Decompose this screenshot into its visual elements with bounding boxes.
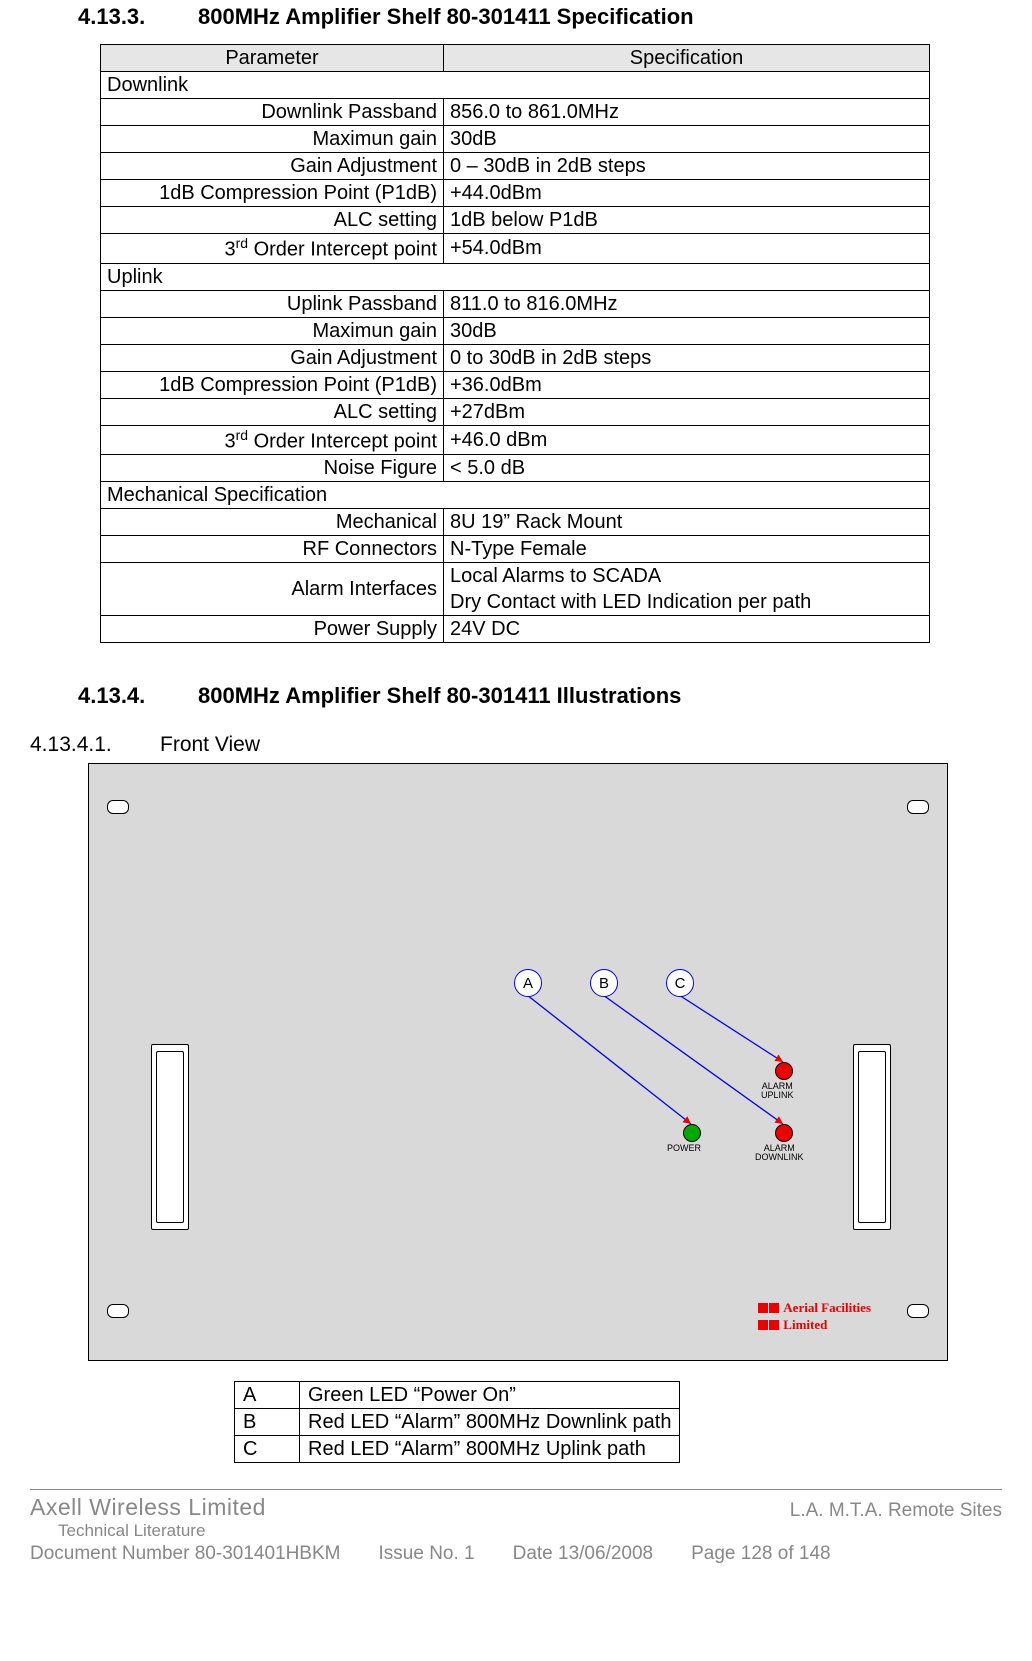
led-alarm_uplink — [775, 1062, 793, 1080]
spec-param: Gain Adjustment — [101, 344, 444, 371]
spec-section: Mechanical Specification — [101, 482, 930, 509]
spec-param: Maximun gain — [101, 126, 444, 153]
legend-desc: Red LED “Alarm” 800MHz Downlink path — [300, 1409, 680, 1436]
spec-param: 3rd Order Intercept point — [101, 234, 444, 264]
mount-hole — [107, 1304, 129, 1318]
logo-line1: Aerial Facilities — [783, 1300, 871, 1315]
footer-project: L.A. M.T.A. Remote Sites — [790, 1500, 1002, 1522]
footer-docnum: Document Number 80-301401HBKM — [30, 1543, 341, 1565]
spec-param: Gain Adjustment — [101, 153, 444, 180]
spec-param: 1dB Compression Point (P1dB) — [101, 180, 444, 207]
spec-value: +27dBm — [444, 398, 930, 425]
spec-header-param: Parameter — [101, 45, 444, 72]
spec-param: Mechanical — [101, 509, 444, 536]
spec-value: 30dB — [444, 126, 930, 153]
spec-param: ALC setting — [101, 398, 444, 425]
spec-value: 8U 19” Rack Mount — [444, 509, 930, 536]
spec-value: N-Type Female — [444, 536, 930, 563]
spec-value: < 5.0 dB — [444, 455, 930, 482]
spec-param: Alarm Interfaces — [101, 563, 444, 616]
spec-param: Maximun gain — [101, 317, 444, 344]
legend-key: B — [235, 1409, 300, 1436]
led-label: POWER — [667, 1144, 701, 1153]
spec-table: Parameter Specification DownlinkDownlink… — [100, 44, 930, 643]
spec-value: 24V DC — [444, 616, 930, 643]
spec-value: 0 to 30dB in 2dB steps — [444, 344, 930, 371]
mount-hole — [107, 800, 129, 814]
heading-illus-num: 4.13.4. — [78, 683, 198, 709]
spec-section: Uplink — [101, 263, 930, 290]
legend-key: A — [235, 1382, 300, 1409]
led-alarm_downlink — [775, 1124, 793, 1142]
heading-illus-title: 800MHz Amplifier Shelf 80-301411 Illustr… — [198, 683, 681, 708]
mount-hole — [907, 800, 929, 814]
footer-line2: Document Number 80-301401HBKM Issue No. … — [30, 1543, 1002, 1565]
callout-B: B — [590, 969, 618, 997]
spec-param: Uplink Passband — [101, 290, 444, 317]
subheading-frontview-title: Front View — [160, 733, 260, 756]
spec-value: Local Alarms to SCADADry Contact with LE… — [444, 563, 930, 616]
led-power — [683, 1124, 701, 1142]
spec-param: 3rd Order Intercept point — [101, 425, 444, 455]
spec-section: Downlink — [101, 72, 930, 99]
legend-desc: Red LED “Alarm” 800MHz Uplink path — [300, 1436, 680, 1463]
logo-line2: Limited — [783, 1317, 827, 1332]
spec-value: +36.0dBm — [444, 371, 930, 398]
spec-param: Noise Figure — [101, 455, 444, 482]
heading-illus: 4.13.4.800MHz Amplifier Shelf 80-301411 … — [78, 683, 1002, 709]
footer-company: Axell Wireless Limited — [30, 1494, 266, 1521]
spec-param: Power Supply — [101, 616, 444, 643]
footer-page: Page 128 of 148 — [691, 1543, 830, 1565]
footer-issue: Issue No. 1 — [379, 1543, 475, 1565]
legend-desc: Green LED “Power On” — [300, 1382, 680, 1409]
spec-param: ALC setting — [101, 207, 444, 234]
spec-header-spec: Specification — [444, 45, 930, 72]
callout-lines — [89, 764, 947, 1360]
footer: Axell Wireless Limited Technical Literat… — [30, 1494, 1002, 1541]
mount-hole — [907, 1304, 929, 1318]
rack-handle — [853, 1044, 891, 1230]
led-label: ALARMDOWNLINK — [755, 1144, 804, 1162]
spec-param: 1dB Compression Point (P1dB) — [101, 371, 444, 398]
legend-key: C — [235, 1436, 300, 1463]
spec-value: +54.0dBm — [444, 234, 930, 264]
heading-spec-title: 800MHz Amplifier Shelf 80-301411 Specifi… — [198, 4, 694, 29]
callout-A: A — [514, 969, 542, 997]
spec-value: +46.0 dBm — [444, 425, 930, 455]
spec-value: 811.0 to 816.0MHz — [444, 290, 930, 317]
spec-value: 0 – 30dB in 2dB steps — [444, 153, 930, 180]
front-view-panel: Aerial Facilities Limited ALARMUPLINK POW… — [88, 763, 948, 1361]
spec-value: 30dB — [444, 317, 930, 344]
spec-param: Downlink Passband — [101, 99, 444, 126]
callout-C: C — [666, 969, 694, 997]
footer-rule — [30, 1489, 1002, 1490]
heading-spec: 4.13.3.800MHz Amplifier Shelf 80-301411 … — [78, 4, 1002, 30]
footer-date: Date 13/06/2008 — [513, 1543, 654, 1565]
spec-value: +44.0dBm — [444, 180, 930, 207]
spec-value: 1dB below P1dB — [444, 207, 930, 234]
spec-value: 856.0 to 861.0MHz — [444, 99, 930, 126]
legend-table: AGreen LED “Power On”BRed LED “Alarm” 80… — [234, 1381, 680, 1463]
footer-subtitle: Technical Literature — [58, 1521, 266, 1541]
logo-aerial-facilities: Aerial Facilities Limited — [758, 1300, 871, 1334]
spec-param: RF Connectors — [101, 536, 444, 563]
heading-spec-num: 4.13.3. — [78, 4, 198, 30]
rack-handle — [151, 1044, 189, 1230]
subheading-frontview: 4.13.4.1.Front View — [30, 733, 1002, 757]
subheading-frontview-num: 4.13.4.1. — [30, 733, 160, 757]
led-label: ALARMUPLINK — [761, 1082, 794, 1100]
